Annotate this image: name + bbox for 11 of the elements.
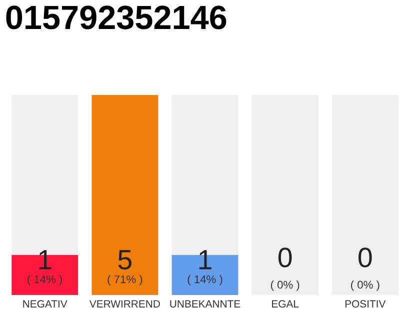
x-tick-label: VERWIRREND bbox=[89, 300, 160, 308]
chart-title: 015792352146 bbox=[6, 6, 226, 30]
x-tick-label: UNBEKANNTE bbox=[170, 300, 240, 308]
x-tick-label: POSITIV bbox=[345, 300, 386, 308]
data-label: 5 ( 71% ) bbox=[108, 250, 142, 286]
data-label: 1 ( 14% ) bbox=[188, 250, 222, 286]
x-tick-label: NEGATIV bbox=[23, 300, 68, 308]
data-label: 0 ( 0% ) bbox=[351, 248, 380, 291]
x-tick-label: EGAL bbox=[272, 300, 299, 308]
data-label: 0 ( 0% ) bbox=[270, 248, 300, 291]
data-label: 1 ( 14% ) bbox=[28, 250, 62, 286]
